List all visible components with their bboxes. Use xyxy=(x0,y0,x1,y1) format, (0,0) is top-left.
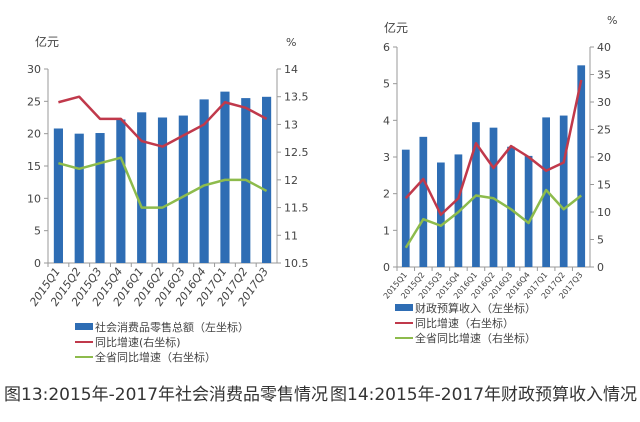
c2-right-tick-label: 0 xyxy=(597,261,604,274)
c1-right-tick-label: 14 xyxy=(284,63,298,76)
c2-right-tick-label: 5 xyxy=(597,234,604,247)
c1-line-green xyxy=(58,156,268,209)
c1-bar xyxy=(262,96,272,263)
c2-legend-label: 财政预算收入（左坐标） xyxy=(415,301,536,315)
c1-line-red xyxy=(58,95,268,148)
caption-fig14: 图14:2015年-2017年财政预算收入情况 xyxy=(330,385,638,405)
c1-right-tick-label: 11 xyxy=(284,229,298,242)
c1-right-tick-label: 13 xyxy=(284,118,298,131)
c2-right-tick-label: 40 xyxy=(597,41,611,54)
c2-bar xyxy=(524,155,533,267)
c1-legend-label: 同比增速(右坐标) xyxy=(95,335,181,349)
c1-legend-swatch-bar xyxy=(75,323,93,330)
c2-left-tick-label: 6 xyxy=(383,41,390,54)
c1-left-tick-label: 10 xyxy=(27,192,41,205)
c2-left-tick-label: 0 xyxy=(383,261,390,274)
c2-left-tick-label: 5 xyxy=(383,78,390,91)
c1-left-tick-label: 5 xyxy=(34,225,41,238)
c2-right-tick-label: 25 xyxy=(597,124,611,137)
c2-bar xyxy=(419,136,428,267)
c1-right-tick-label: 13.5 xyxy=(284,91,309,104)
c1-right-tick-label: 10.5 xyxy=(284,257,309,270)
c1-legend-label: 全省同比增速（右坐标） xyxy=(95,350,216,364)
c1-bar xyxy=(53,128,63,263)
c2-right-tick-label: 15 xyxy=(597,179,611,192)
c2-left-tick-label: 2 xyxy=(383,188,390,201)
c2-legend-swatch-bar xyxy=(395,304,413,311)
c2-right-tick-label: 35 xyxy=(597,69,611,82)
c1-bar xyxy=(137,112,147,264)
c1-left-tick-label: 20 xyxy=(27,128,41,141)
c2-left-tick-label: 1 xyxy=(383,224,390,237)
c2-line-red xyxy=(404,79,583,216)
c1-bar xyxy=(74,133,84,263)
c2-left-axis-title: 亿元 xyxy=(384,20,408,35)
c2-line-green xyxy=(404,188,582,249)
c1-left-tick-label: 25 xyxy=(27,95,41,108)
c1-bar xyxy=(116,119,126,263)
c1-left-tick-label: 30 xyxy=(27,63,41,76)
c2-right-axis-title: % xyxy=(607,14,617,27)
c1-left-tick-label: 15 xyxy=(27,160,41,173)
c1-left-axis-title: 亿元 xyxy=(35,34,59,49)
c1-right-axis-title: % xyxy=(286,36,296,49)
c1-left-tick-label: 0 xyxy=(34,257,41,270)
c2-bar xyxy=(577,65,586,267)
c1-bar xyxy=(199,99,209,263)
c1-bar xyxy=(220,91,230,263)
caption-fig13: 图13:2015年-2017年社会消费品零售情况 xyxy=(4,385,329,405)
c1-bar xyxy=(178,115,188,263)
c1-bar xyxy=(157,117,168,263)
c2-right-tick-label: 20 xyxy=(597,151,611,164)
c2-legend-label: 同比增速（右坐标） xyxy=(415,316,514,330)
c2-bar xyxy=(507,146,515,267)
c2-right-tick-label: 30 xyxy=(597,96,611,109)
c1-right-tick-label: 11.5 xyxy=(284,202,309,215)
c2-right-tick-label: 10 xyxy=(597,206,611,219)
c2-legend-label: 全省同比增速（右坐标） xyxy=(415,331,536,345)
c2-bar xyxy=(401,149,410,267)
c1-bar xyxy=(95,133,105,263)
c2-left-tick-label: 4 xyxy=(383,114,390,127)
c1-right-tick-label: 12 xyxy=(284,174,298,187)
c1-right-tick-label: 12.5 xyxy=(284,146,309,159)
c2-left-tick-label: 3 xyxy=(383,151,390,164)
c2-bar xyxy=(559,115,568,267)
c1-legend-label: 社会消费品零售总额（左坐标） xyxy=(95,320,249,334)
